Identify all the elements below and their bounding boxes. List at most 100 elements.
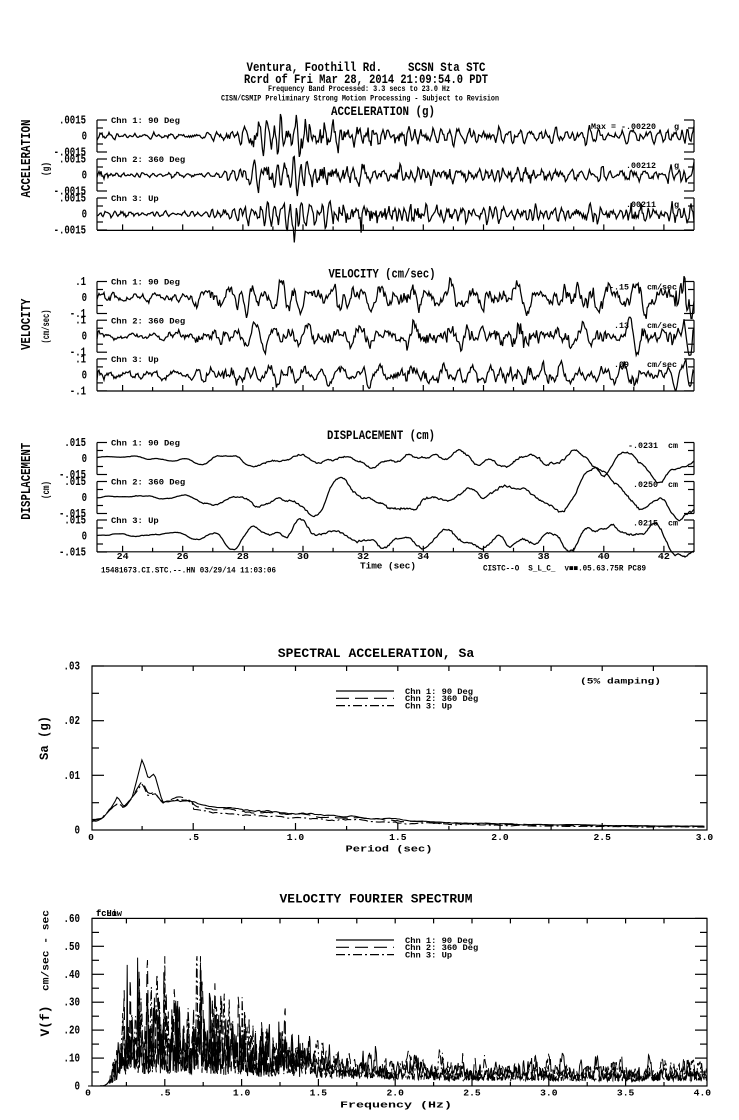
svg-text:Chn 3: Up: Chn 3: Up bbox=[111, 194, 159, 204]
svg-text:0: 0 bbox=[82, 530, 87, 544]
svg-text:.5: .5 bbox=[159, 1088, 171, 1099]
svg-text:.0015: .0015 bbox=[59, 192, 86, 206]
svg-text:2.5: 2.5 bbox=[594, 832, 612, 843]
svg-text:34: 34 bbox=[417, 551, 429, 562]
svg-text:VELOCITY (cm/sec): VELOCITY (cm/sec) bbox=[329, 267, 436, 282]
svg-text:0: 0 bbox=[85, 1088, 91, 1099]
svg-text:.40: .40 bbox=[64, 968, 81, 982]
svg-text:ACCELERATION (g): ACCELERATION (g) bbox=[331, 104, 435, 119]
svg-text:Ventura, Foothill Rd. SCSN: Ventura, Foothill Rd. SCSN Sta STC bbox=[247, 60, 486, 75]
svg-text:40: 40 bbox=[598, 551, 610, 562]
svg-text:.1: .1 bbox=[75, 352, 86, 366]
svg-text:.03: .03 bbox=[64, 660, 81, 674]
svg-text:0: 0 bbox=[88, 832, 94, 843]
svg-text:26: 26 bbox=[177, 551, 189, 562]
svg-text:Period (sec): Period (sec) bbox=[346, 844, 433, 855]
svg-text:1.5: 1.5 bbox=[389, 832, 407, 843]
svg-text:cm: cm bbox=[668, 441, 678, 451]
svg-text:.50: .50 bbox=[64, 940, 81, 954]
svg-text:CISN/CSMIP Preliminary Strong: CISN/CSMIP Preliminary Strong Motion Pro… bbox=[221, 95, 499, 104]
svg-text:.60: .60 bbox=[64, 912, 81, 926]
svg-text:-.1: -.1 bbox=[70, 346, 86, 360]
svg-text:(g): (g) bbox=[41, 162, 53, 176]
svg-text:SPECTRAL ACCELERATION, Sa: SPECTRAL ACCELERATION, Sa bbox=[278, 646, 475, 661]
svg-text:.20: .20 bbox=[64, 1024, 81, 1038]
svg-text:Chn 2: 360 Deg: Chn 2: 360 Deg bbox=[405, 944, 478, 953]
svg-text:0: 0 bbox=[82, 452, 87, 466]
svg-text:2.0: 2.0 bbox=[387, 1088, 405, 1099]
svg-text:0: 0 bbox=[82, 368, 87, 382]
svg-text:3.5: 3.5 bbox=[617, 1088, 635, 1099]
svg-text:Chn 1: 90 Deg: Chn 1: 90 Deg bbox=[111, 278, 180, 288]
svg-text:Chn 1: 90 Deg: Chn 1: 90 Deg bbox=[405, 937, 473, 946]
svg-text:0: 0 bbox=[82, 330, 87, 344]
svg-text:ACCELERATION: ACCELERATION bbox=[19, 120, 35, 198]
svg-text:.015: .015 bbox=[64, 436, 86, 450]
svg-text:VELOCITY FOURIER SPECTRUM: VELOCITY FOURIER SPECTRUM bbox=[280, 892, 473, 907]
svg-text:Chn 1: 90 Deg: Chn 1: 90 Deg bbox=[111, 116, 180, 126]
svg-text:.0015: .0015 bbox=[59, 153, 86, 167]
svg-text:0: 0 bbox=[82, 208, 87, 222]
svg-text:.01: .01 bbox=[64, 769, 81, 783]
svg-text:-.0015: -.0015 bbox=[54, 146, 86, 160]
svg-text:cm: cm bbox=[668, 519, 678, 529]
svg-text:Chn 3: Up: Chn 3: Up bbox=[405, 702, 452, 711]
svg-text:VELOCITY: VELOCITY bbox=[19, 298, 35, 350]
svg-text:-.1: -.1 bbox=[70, 384, 86, 398]
svg-text:.00212: .00212 bbox=[626, 161, 656, 171]
svg-text:cm/sec: cm/sec bbox=[647, 321, 677, 331]
svg-text:.09: .09 bbox=[614, 360, 629, 370]
svg-text:(5% damping): (5% damping) bbox=[580, 677, 661, 687]
svg-text:3.0: 3.0 bbox=[696, 832, 714, 843]
svg-text:-.15: -.15 bbox=[609, 283, 629, 293]
svg-text:1.0: 1.0 bbox=[287, 832, 305, 843]
svg-text:.015: .015 bbox=[64, 475, 86, 489]
svg-text:1.5: 1.5 bbox=[310, 1088, 328, 1099]
svg-text:-.0015: -.0015 bbox=[54, 185, 86, 199]
svg-text:(cm/sec): (cm/sec) bbox=[41, 310, 53, 344]
svg-text:0: 0 bbox=[75, 1080, 81, 1094]
svg-text:Rcrd of Fri Mar 28, 2014 21:09: Rcrd of Fri Mar 28, 2014 21:09:54.0 PDT bbox=[244, 72, 488, 87]
svg-text:Chn 2: 360 Deg: Chn 2: 360 Deg bbox=[111, 478, 185, 488]
svg-text:(cm): (cm) bbox=[41, 481, 53, 499]
svg-text:4.0: 4.0 bbox=[694, 1088, 712, 1099]
svg-text:38: 38 bbox=[538, 551, 550, 562]
svg-text:Chn 3: Up: Chn 3: Up bbox=[111, 516, 159, 526]
svg-text:.0015: .0015 bbox=[59, 114, 86, 128]
svg-text:2.5: 2.5 bbox=[463, 1088, 481, 1099]
svg-text:0: 0 bbox=[82, 169, 87, 183]
svg-text:0: 0 bbox=[75, 824, 81, 838]
svg-text:1.0: 1.0 bbox=[233, 1088, 251, 1099]
svg-text:cm/sec: cm/sec bbox=[647, 360, 677, 370]
svg-text:.10: .10 bbox=[64, 1052, 81, 1066]
svg-text:Chn 2: 360 Deg: Chn 2: 360 Deg bbox=[111, 316, 185, 326]
svg-text:.0215: .0215 bbox=[633, 519, 658, 529]
svg-text:g: g bbox=[674, 200, 679, 210]
svg-text:3.0: 3.0 bbox=[540, 1088, 558, 1099]
svg-text:Chn 3: Up: Chn 3: Up bbox=[111, 355, 159, 365]
svg-text:Chn 2: 360 Deg: Chn 2: 360 Deg bbox=[405, 695, 478, 704]
svg-text:.30: .30 bbox=[64, 996, 81, 1010]
svg-text:Time (sec): Time (sec) bbox=[360, 561, 416, 572]
svg-text:CISTC--O S_L_C_ v■■.05.63.75: CISTC--O S_L_C_ v■■.05.63.75R PC89 bbox=[483, 565, 646, 574]
svg-text:.02: .02 bbox=[64, 714, 81, 728]
svg-text:28: 28 bbox=[237, 551, 249, 562]
svg-text:.0250: .0250 bbox=[633, 480, 658, 490]
svg-text:Max = -.00220: Max = -.00220 bbox=[591, 122, 656, 132]
svg-text:cm: cm bbox=[668, 480, 678, 490]
svg-text:cm/sec - sec: cm/sec - sec bbox=[41, 910, 53, 991]
svg-text:V(f): V(f) bbox=[38, 1006, 53, 1037]
svg-text:DISPLACEMENT: DISPLACEMENT bbox=[19, 443, 35, 520]
svg-text:cm/sec: cm/sec bbox=[647, 283, 677, 293]
svg-text:Chn 2: 360 Deg: Chn 2: 360 Deg bbox=[111, 155, 185, 165]
svg-text:g: g bbox=[674, 161, 679, 171]
svg-text:0: 0 bbox=[82, 491, 87, 505]
svg-text:.1: .1 bbox=[75, 275, 86, 289]
svg-text:-.015: -.015 bbox=[59, 507, 86, 521]
svg-text:Frequency (Hz): Frequency (Hz) bbox=[340, 1100, 452, 1111]
svg-text:-.1: -.1 bbox=[70, 307, 86, 321]
svg-text:Chn 3: Up: Chn 3: Up bbox=[405, 951, 452, 960]
svg-text:42: 42 bbox=[658, 551, 670, 562]
svg-text:fcLow: fcLow bbox=[96, 908, 122, 919]
svg-text:-.0015: -.0015 bbox=[54, 224, 86, 238]
